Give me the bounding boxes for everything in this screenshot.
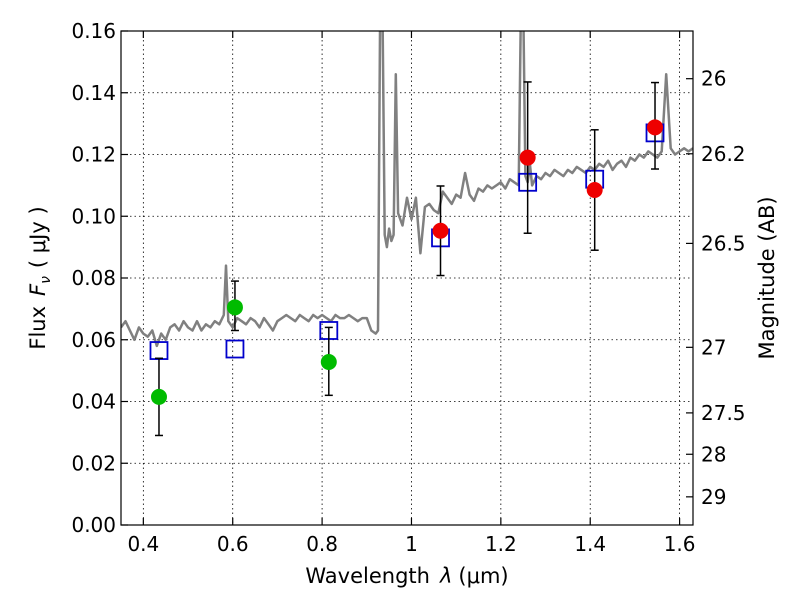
y2-tick-label: 27 [701,335,726,359]
x-tick-label: 0.6 [217,532,249,556]
x-tick-label: 0.8 [306,532,338,556]
y-tick-label: 0.12 [71,143,116,167]
y-tick-label: 0.06 [71,328,116,352]
axis-ticks: 0.4 0.6 0.8 1 1.2 1.4 1.6 0.00 0.02 0.04 0.06 0.08 0… [71,19,745,556]
x-tick-label: 1.2 [485,532,517,556]
y2-tick-label: 28 [701,442,726,466]
grid [121,30,693,526]
y-tick-label: 0.14 [71,81,116,105]
y-axis-label: FluxFν( μJy ) [26,206,54,349]
x-tick-label: 1.4 [574,532,606,556]
red-observed-point [432,222,449,239]
green-observed-point [150,388,167,405]
y2-axis-label: Magnitude (AB) [755,196,779,359]
model-photometry-square [225,339,245,359]
plot-area [121,31,693,437]
y-tick-label: 0.08 [71,266,116,290]
y2-tick-label: 26.2 [701,142,746,166]
x-axis-label: Wavelength λ (μm) [305,564,508,588]
x-tick-label: 0.4 [127,532,159,556]
red-observed-point [519,149,536,166]
y-tick-label: 0.02 [71,451,116,475]
y2-tick-label: 29 [701,485,726,509]
green-observed-point [226,299,243,316]
x-tick-label: 1.6 [664,532,696,556]
y2-tick-label: 26.5 [701,231,746,255]
green-observed-point [320,353,337,370]
y2-tick-label: 27.5 [701,401,746,425]
y2-tick-label: 26 [701,67,726,91]
y-tick-label: 0.04 [71,390,116,414]
model-photometry-square [149,341,169,360]
y-tick-label: 0.16 [71,19,116,43]
red-observed-point [647,119,664,136]
model-spectrum-line [121,31,693,348]
red-observed-point [586,182,603,199]
y-tick-label: 0.10 [71,204,116,228]
y-tick-label: 0.00 [71,513,116,537]
x-tick-label: 1 [405,532,418,556]
